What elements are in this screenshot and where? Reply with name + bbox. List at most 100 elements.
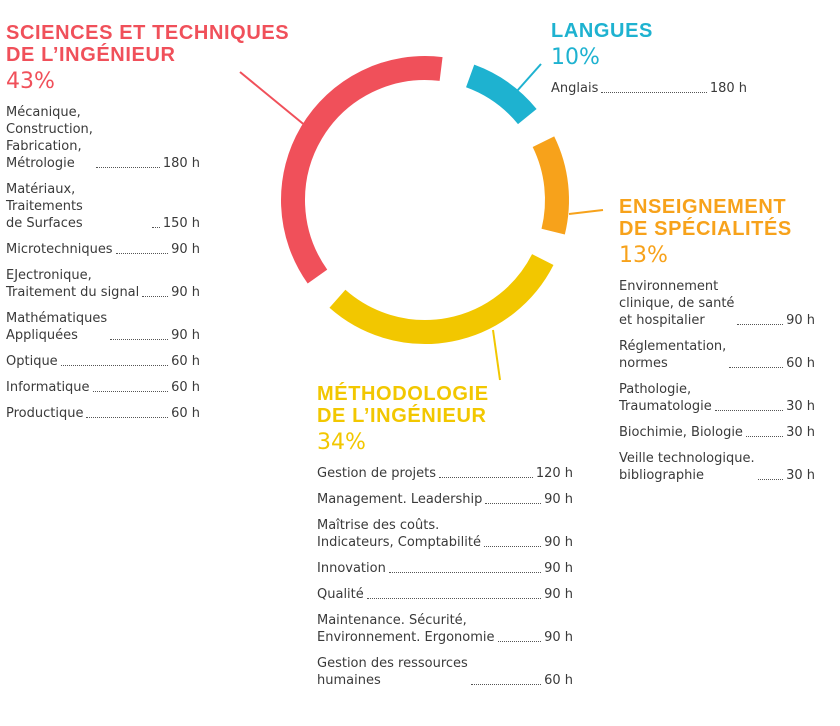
list-item: Réglementation, normes 60 h <box>619 338 815 372</box>
dot-leader <box>470 684 542 685</box>
list-item: Qualité 90 h <box>317 586 573 603</box>
item-label: Productique <box>6 406 84 421</box>
sciences-title: SCIENCES ET TECHNIQUES DE L’INGÉNIEUR <box>6 22 290 66</box>
item-hours: 90 h <box>171 328 200 343</box>
dot-leader <box>142 296 169 297</box>
leader-line-lang <box>516 63 542 92</box>
arc-langues <box>465 64 537 125</box>
list-item: Management. Leadership 90 h <box>317 491 573 508</box>
item-label: Qualité <box>317 587 364 602</box>
dot-leader <box>115 253 169 254</box>
methodologie-title: MÉTHODOLOGIE DE L’INGÉNIEUR <box>317 383 573 427</box>
list-item: Optique 60 h <box>6 353 200 370</box>
item-hours: 60 h <box>786 356 815 371</box>
list-item: Biochimie, Biologie 30 h <box>619 424 815 441</box>
item-hours: 90 h <box>544 535 573 550</box>
langues-title: LANGUES <box>551 20 747 42</box>
item-label: Réglementation, normes <box>619 339 727 371</box>
item-label: EJectronique, Traitement du signal <box>6 268 140 300</box>
list-item: EJectronique, Traitement du signal 90 h <box>6 267 200 301</box>
list-item: Productique 60 h <box>6 405 200 422</box>
list-item: Environnement clinique, de santé et hosp… <box>619 278 815 329</box>
item-hours: 30 h <box>786 425 815 440</box>
item-label: Environnement clinique, de santé et hosp… <box>619 279 735 328</box>
sciences-title-line-1: SCIENCES ET TECHNIQUES <box>6 22 290 44</box>
item-hours: 30 h <box>786 468 815 483</box>
specialites-title-line-1: ENSEIGNEMENT <box>619 196 787 218</box>
item-label: Gestion de projets <box>317 466 437 481</box>
item-hours: 60 h <box>171 354 200 369</box>
legend-block-sciences: SCIENCES ET TECHNIQUES DE L’INGÉNIEUR 43… <box>6 22 290 431</box>
item-hours: 90 h <box>171 242 200 257</box>
methodologie-title-line-2: DE L’INGÉNIEUR <box>317 405 487 427</box>
dot-leader <box>757 479 784 480</box>
specialites-title: ENSEIGNEMENT DE SPÉCIALITÉS <box>619 196 815 240</box>
dot-leader <box>95 167 160 168</box>
list-item: Informatique 60 h <box>6 379 200 396</box>
item-label: Management. Leadership <box>317 492 483 507</box>
item-label: Anglais <box>551 81 599 96</box>
item-hours: 120 h <box>535 466 573 481</box>
methodologie-title-line-1: MÉTHODOLOGIE <box>317 383 489 405</box>
arc-specialites <box>532 136 569 235</box>
item-label: Microtechniques <box>6 242 113 257</box>
item-hours: 60 h <box>171 380 200 395</box>
dot-leader <box>485 503 542 504</box>
leader-line-spec <box>568 209 604 215</box>
item-hours: 180 h <box>709 81 747 96</box>
item-label: Maîtrise des coûts. Indicateurs, Comptab… <box>317 518 481 550</box>
list-item: Matériaux, Traitements de Surfaces 150 h <box>6 181 200 232</box>
dot-leader <box>388 572 542 573</box>
item-hours: 60 h <box>544 673 573 688</box>
list-item: Pathologie, Traumatologie 30 h <box>619 381 815 415</box>
item-hours: 150 h <box>162 216 200 231</box>
list-item: Gestion de projets 120 h <box>317 465 573 482</box>
item-label: Innovation <box>317 561 386 576</box>
item-hours: 90 h <box>544 561 573 576</box>
list-item: Maîtrise des coûts. Indicateurs, Comptab… <box>317 517 573 551</box>
langues-percent: 10% <box>551 45 600 70</box>
arc-sciences <box>281 56 443 284</box>
item-label: Optique <box>6 354 58 369</box>
item-label: Veille technologique. bibliographie <box>619 451 755 483</box>
legend-block-specialites: ENSEIGNEMENT DE SPÉCIALITÉS 13% Environn… <box>619 196 815 493</box>
legend-block-methodologie: MÉTHODOLOGIE DE L’INGÉNIEUR 34% Gestion … <box>317 383 573 698</box>
dot-leader <box>439 477 533 478</box>
list-item: Microtechniques 90 h <box>6 241 200 258</box>
item-label: Mécanique, Construction, Fabrication, Mé… <box>6 105 93 171</box>
arc-methodologie <box>329 254 554 344</box>
dot-leader <box>92 391 169 392</box>
list-item: Veille technologique. bibliographie 30 h <box>619 450 815 484</box>
item-label: Gestion des ressources humaines <box>317 656 468 688</box>
sciences-percent: 43% <box>6 69 55 94</box>
dot-leader <box>86 417 169 418</box>
item-label: Matériaux, Traitements de Surfaces <box>6 182 83 231</box>
specialites-title-line-2: DE SPÉCIALITÉS <box>619 218 792 240</box>
dot-leader <box>110 339 169 340</box>
dot-leader <box>601 92 707 93</box>
item-hours: 90 h <box>544 492 573 507</box>
item-hours: 30 h <box>786 399 815 414</box>
list-item: Anglais 180 h <box>551 80 747 97</box>
item-hours: 90 h <box>544 630 573 645</box>
list-item: Mécanique, Construction, Fabrication, Mé… <box>6 104 200 172</box>
item-hours: 90 h <box>171 285 200 300</box>
dot-leader <box>497 641 542 642</box>
item-hours: 90 h <box>544 587 573 602</box>
item-label: Informatique <box>6 380 90 395</box>
item-hours: 90 h <box>786 313 815 328</box>
langues-title-line-1: LANGUES <box>551 20 653 42</box>
dot-leader <box>366 598 542 599</box>
dot-leader <box>745 436 784 437</box>
list-item: Innovation 90 h <box>317 560 573 577</box>
item-label: Maintenance. Sécurité, Environnement. Er… <box>317 613 495 645</box>
specialites-percent: 13% <box>619 243 668 268</box>
list-item: Gestion des ressources humaines 60 h <box>317 655 573 689</box>
dot-leader <box>737 324 784 325</box>
sciences-title-line-2: DE L’INGÉNIEUR <box>6 44 176 66</box>
legend-block-langues: LANGUES 10% Anglais 180 h <box>551 20 747 106</box>
list-item: Maintenance. Sécurité, Environnement. Er… <box>317 612 573 646</box>
item-label: Mathématiques Appliquées <box>6 311 108 343</box>
dot-leader <box>714 410 784 411</box>
